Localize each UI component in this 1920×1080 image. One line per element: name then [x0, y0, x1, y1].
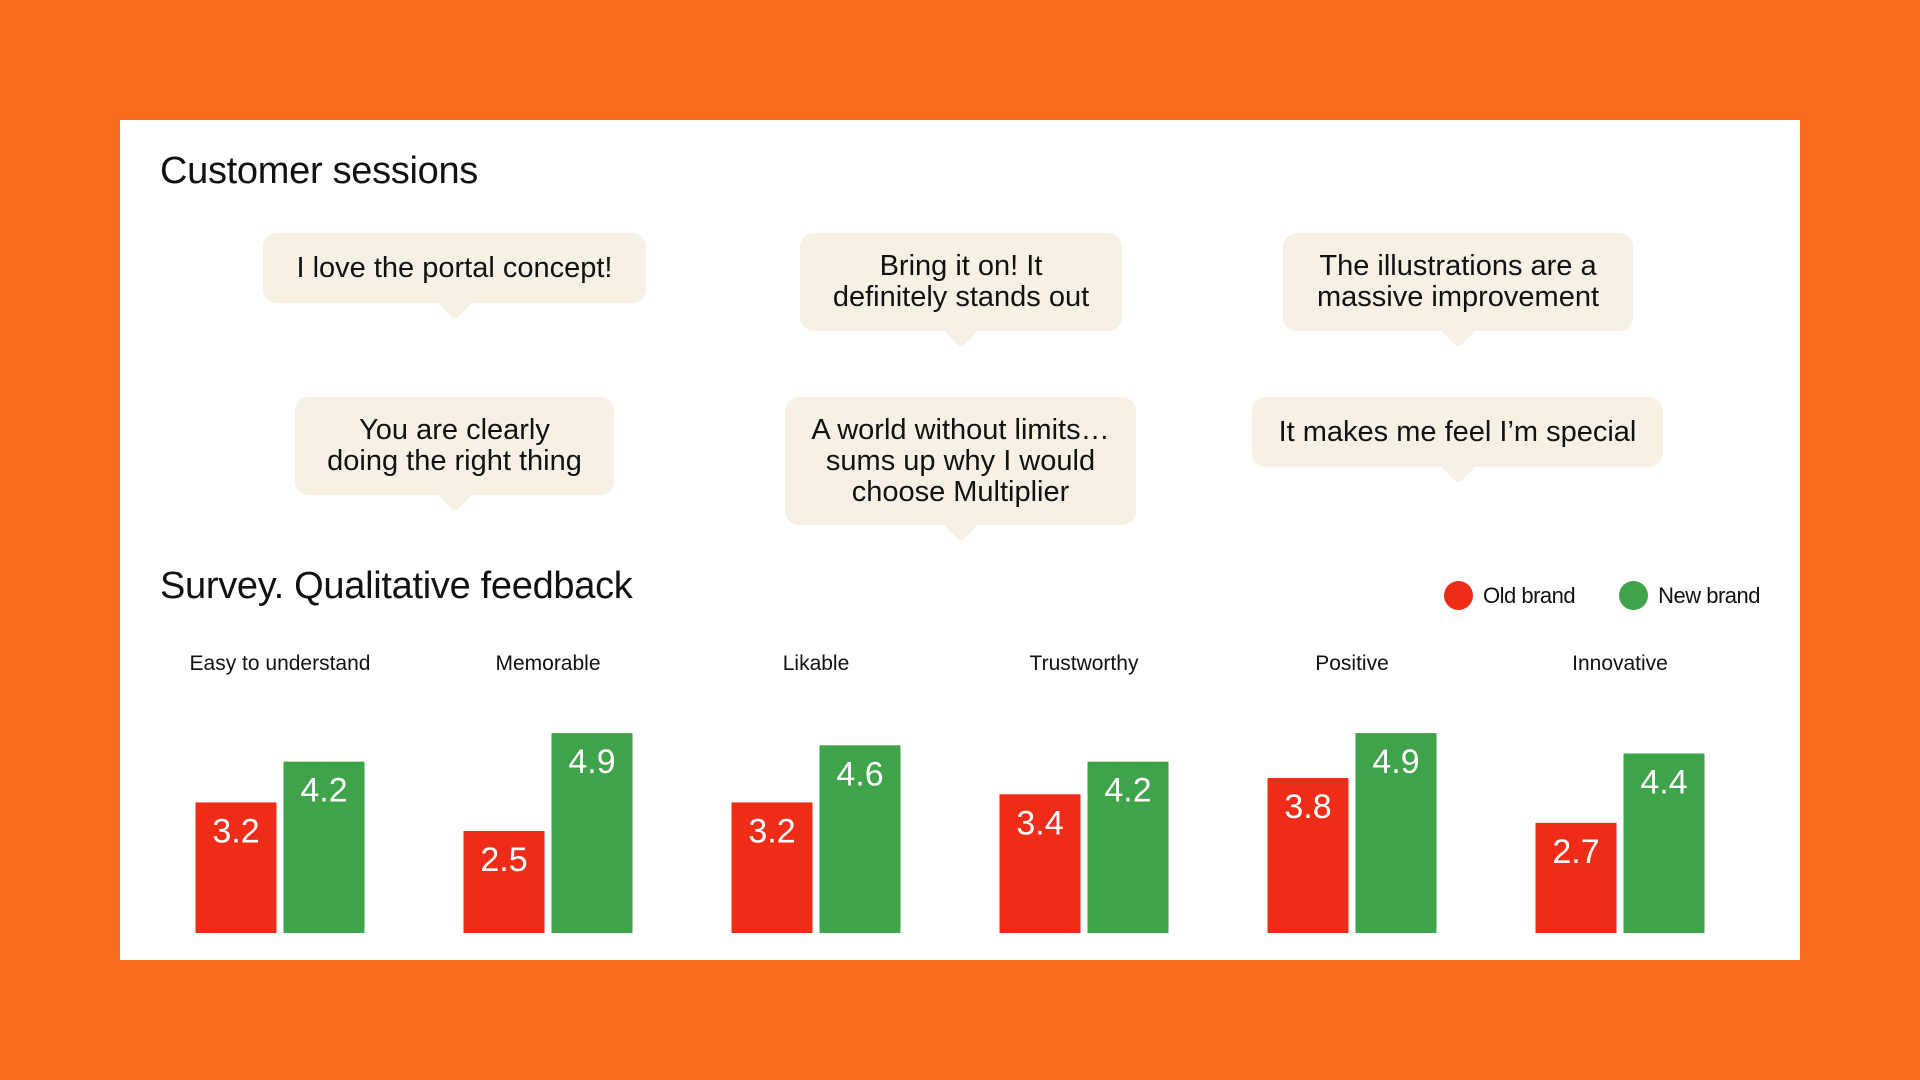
quote-text: I love the portal concept! [296, 251, 613, 284]
bar-value-label: 2.7 [1552, 833, 1599, 871]
bar-new-brand [283, 761, 365, 933]
bar-old-brand [195, 802, 277, 933]
bar-group-likable: Likable 3.2 4.6 [731, 652, 901, 933]
bar-group-innovative: Innovative 2.7 4.4 [1535, 652, 1705, 933]
quote-bubble: The illustrations are a massive improvem… [1283, 233, 1633, 331]
bar-value-label: 2.5 [480, 841, 527, 879]
bar-value-label: 3.4 [1016, 804, 1063, 842]
customer-sessions-title: Customer sessions [160, 150, 479, 192]
bar-new-brand [819, 745, 901, 933]
legend-label-old-brand: Old brand [1482, 582, 1576, 608]
bar-new-brand [1355, 733, 1437, 933]
quote-bubble: It makes me feel I’m special [1252, 397, 1663, 467]
quote-text: The illustrations are a massive improvem… [1316, 250, 1600, 313]
quote-bubble: Bring it on! It definitely stands out [800, 233, 1122, 331]
bar-value-label: 4.2 [300, 772, 347, 810]
quote-bubble: I love the portal concept! [263, 233, 646, 303]
quote-text: Bring it on! It definitely stands out [832, 250, 1090, 313]
slide-card: Customer sessions I love the portal conc… [120, 120, 1800, 960]
legend-swatch-new-brand [1619, 581, 1649, 610]
category-label: Easy to understand [190, 652, 371, 675]
bar-group-trustworthy: Trustworthy 3.4 4.2 [999, 652, 1169, 933]
bar-value-label: 4.6 [836, 755, 883, 793]
legend-item-new-brand: New brand [1619, 581, 1760, 610]
quote-bubble: You are clearly doing the right thing [295, 397, 614, 495]
quote-text: It makes me feel I’m special [1278, 415, 1637, 448]
quote-bubble: A world without limits… sums up why I wo… [785, 397, 1136, 525]
bar-value-label: 3.2 [212, 812, 259, 850]
bar-group-easy-to-understand: Easy to understand 3.2 4.2 [190, 652, 371, 933]
bar-old-brand [1535, 822, 1617, 933]
category-label: Trustworthy [1030, 652, 1139, 675]
bar-value-label: 4.2 [1104, 772, 1151, 810]
category-label: Innovative [1572, 652, 1668, 675]
bar-new-brand [1623, 753, 1705, 933]
category-label: Positive [1315, 652, 1389, 675]
quote-text: You are clearly doing the right thing [327, 414, 582, 477]
survey-title: Survey. Qualitative feedback [160, 565, 633, 607]
bar-value-label: 4.4 [1640, 763, 1687, 801]
chart-legend: Old brand New brand [1443, 581, 1760, 610]
bar-group-positive: Positive 3.8 4.9 [1267, 652, 1437, 933]
bar-value-label: 4.9 [568, 743, 615, 781]
bar-chart: Easy to understand 3.2 4.2 Memorable 2.5 4.9 L… [190, 652, 1705, 933]
bar-new-brand [551, 733, 633, 933]
legend-label-new-brand: New brand [1658, 582, 1760, 608]
bar-group-memorable: Memorable 2.5 4.9 [463, 652, 633, 933]
bar-value-label: 4.9 [1372, 743, 1419, 781]
bar-old-brand [1267, 777, 1349, 933]
category-label: Memorable [495, 652, 600, 675]
bar-value-label: 3.2 [748, 812, 795, 850]
bar-old-brand [731, 802, 813, 933]
legend-item-old-brand: Old brand [1443, 581, 1576, 610]
bar-value-label: 3.8 [1284, 788, 1331, 826]
bar-old-brand [999, 794, 1081, 933]
legend-swatch-old-brand [1443, 581, 1473, 610]
bar-new-brand [1087, 761, 1169, 933]
quote-text: A world without limits… sums up why I wo… [811, 413, 1110, 508]
bar-old-brand [463, 831, 545, 933]
category-label: Likable [783, 652, 850, 675]
